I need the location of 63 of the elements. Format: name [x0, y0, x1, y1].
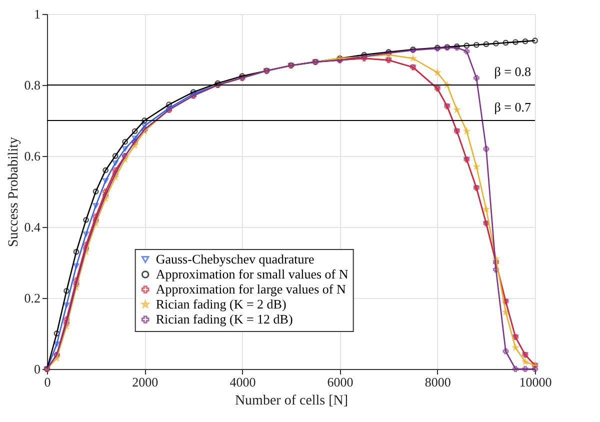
point [73, 248, 80, 255]
point [64, 316, 70, 322]
legend-label: Approximation for large values of N [156, 282, 346, 296]
point [122, 138, 128, 145]
point [92, 216, 99, 223]
point [483, 41, 490, 48]
point [464, 42, 470, 49]
x-tick-label: 6000 [327, 374, 354, 390]
point [464, 48, 470, 54]
ref-line-label: β = 0.7 [494, 100, 532, 114]
point [122, 146, 128, 152]
point [112, 153, 118, 159]
y-tick-label: 0.2 [24, 290, 40, 306]
point [512, 366, 518, 372]
point [512, 39, 518, 45]
y-tick-label: 1 [34, 6, 40, 22]
point [473, 42, 480, 48]
point [112, 160, 118, 166]
point [92, 188, 99, 194]
legend-label: Approximation for small values of N [156, 266, 349, 282]
point [483, 146, 490, 152]
y-tick-label: 0 [34, 362, 40, 376]
x-axis-title: Number of cells [N] [234, 394, 348, 408]
point [493, 266, 499, 273]
x-tick-label: 0 [44, 374, 51, 390]
point [502, 40, 509, 46]
point [522, 38, 528, 44]
x-tick-label: 8000 [424, 374, 451, 390]
y-axis-title: Success Probability [6, 136, 22, 248]
point [112, 170, 118, 177]
x-tick-label: 2000 [132, 374, 158, 390]
y-tick-label: 0.8 [24, 78, 40, 92]
point [54, 330, 60, 336]
point [166, 102, 172, 108]
point [102, 167, 109, 174]
point [54, 342, 60, 347]
ref-line-label: β = 0.8 [494, 64, 531, 79]
point [73, 280, 80, 287]
legend-label: Rician fading (K = 12 dB) [156, 312, 293, 326]
point [493, 40, 499, 46]
point [132, 136, 138, 141]
point [83, 216, 89, 223]
point [502, 348, 509, 354]
point [532, 366, 538, 372]
point [83, 231, 89, 237]
x-tick-label: 4000 [230, 374, 256, 390]
point [73, 277, 80, 284]
point [92, 203, 99, 208]
point [142, 123, 148, 128]
legend-label: Rician fading (K = 2 dB) [156, 296, 286, 312]
y-tick-label: 0.6 [24, 148, 41, 164]
point [522, 366, 528, 372]
point [73, 263, 80, 269]
point [64, 288, 70, 294]
point [132, 128, 138, 134]
point [83, 245, 89, 252]
point [112, 167, 118, 174]
legend-label: Gauss-Chebyschev quadrature [156, 252, 315, 266]
point [473, 74, 480, 81]
x-tick-label: 10000 [519, 374, 552, 390]
y-tick-label: 0.4 [24, 220, 41, 234]
point [142, 118, 148, 124]
point [64, 302, 70, 308]
